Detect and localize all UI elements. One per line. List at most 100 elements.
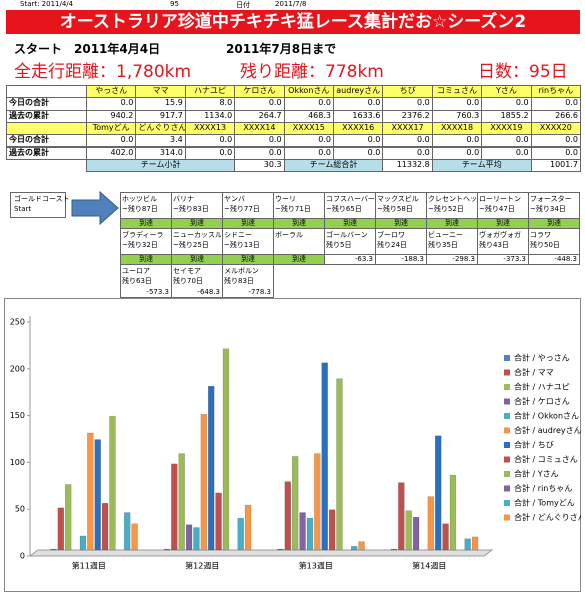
city-name: クレセントヘッド <box>428 195 476 203</box>
city-sub: 残り43日 <box>479 241 509 249</box>
y-tick-label: 150 <box>10 411 25 420</box>
name-cell: ちび <box>382 85 433 99</box>
legend-swatch <box>504 398 510 405</box>
value-cell: 1633.6 <box>333 109 384 123</box>
name-cell: Tomyどん <box>86 121 137 136</box>
end-date: 2011/7/8 <box>275 0 307 8</box>
city-name: ホッツビル <box>122 195 157 203</box>
value-cell: 1855.2 <box>481 109 532 123</box>
arrow <box>71 190 119 226</box>
name-cell: XXXX15 <box>283 121 334 136</box>
city-name: ローリートン <box>479 195 521 203</box>
bar <box>464 538 471 551</box>
city-sub: ~残り25日 <box>173 241 209 249</box>
status: -778.3 <box>248 288 271 296</box>
bar <box>101 502 109 551</box>
legend-label: 合計 / コミュさん <box>514 454 578 464</box>
bar <box>50 548 57 551</box>
legend-label: 合計 / やっさん <box>514 353 570 363</box>
city-sub: 残り83日 <box>224 277 254 285</box>
bar <box>237 517 244 551</box>
bar <box>178 453 185 551</box>
legend-label: 合計 / ママ <box>514 367 554 377</box>
city-sub: 残り50日 <box>530 241 560 249</box>
x-tick-label: 第13週目 <box>299 561 333 571</box>
name-cell: ケロさん <box>234 85 285 99</box>
row-label: 今日の合計 <box>6 134 87 148</box>
city-sub: ~残り71日 <box>275 205 311 213</box>
city-sub: 残り70日 <box>173 277 203 285</box>
legend-swatch <box>504 427 510 434</box>
row-label: 過去の累計 <box>6 146 87 160</box>
chart: 0 50 100 150 200 250 第11週目 第12週目 第13週目 第14週目 合計 / … <box>4 298 581 592</box>
legend-swatch <box>504 514 510 521</box>
bar <box>442 523 449 551</box>
bar <box>215 492 222 551</box>
row-label: 過去の累計 <box>6 109 87 123</box>
bar <box>171 463 178 551</box>
row-label: 今日の合計 <box>6 97 87 111</box>
summary-label: チーム平均 <box>431 158 532 173</box>
bar <box>321 362 328 551</box>
city-name: ブラディーラ <box>122 231 164 239</box>
status: -448.3 <box>528 254 580 265</box>
bar <box>87 432 94 551</box>
y-tick-label: 0 <box>20 552 25 561</box>
bar <box>358 541 365 551</box>
city-name: バリナ <box>173 195 194 203</box>
name-cell: XXXX17 <box>382 121 433 136</box>
total: 全走行距離：1,780km <box>14 62 192 82</box>
name-cell: ハナユピ <box>184 85 236 99</box>
value-cell: 0.0 <box>530 97 581 111</box>
value-cell: 0.0 <box>481 97 532 111</box>
legend-swatch <box>504 355 510 361</box>
value-cell: 0.0 <box>333 146 384 160</box>
x-tick-label: 第14週目 <box>412 561 446 571</box>
name-cell: XXXX16 <box>333 121 384 136</box>
value-cell: 0.0 <box>333 97 384 111</box>
value-cell: 0.0 <box>184 146 236 160</box>
name-cell: XXXX18 <box>431 121 483 136</box>
bar <box>471 536 479 551</box>
legend-label: 合計 / どんぐりさん <box>514 512 581 522</box>
value-cell: 0.0 <box>86 97 137 111</box>
city-name: マックスビル <box>377 195 419 203</box>
legend-swatch <box>504 384 510 390</box>
legend-label: 合計 / Tomyどん <box>514 498 575 508</box>
city-name: コラワ <box>530 231 551 239</box>
bar <box>284 481 292 551</box>
bar <box>163 548 171 551</box>
value-cell: 760.3 <box>431 109 483 123</box>
value-cell: 0.0 <box>86 134 137 148</box>
city-name: ブーロワ <box>377 231 405 239</box>
value-cell: 15.9 <box>135 97 186 111</box>
status: 到達 <box>273 254 325 265</box>
value-cell: 0.0 <box>234 134 285 148</box>
name-cell: Okkonさん <box>283 85 334 99</box>
y-tick-label: 250 <box>10 318 25 327</box>
blank-cell <box>6 85 87 99</box>
date-label: 日付 <box>236 1 250 9</box>
city-name: ヴォガヴォガ <box>479 231 521 239</box>
legend-label: 合計 / Okkonさん <box>514 411 579 421</box>
start-line: スタート 2011年4月4日 <box>14 42 161 56</box>
bar <box>131 523 138 551</box>
start-label: Start: 2011/4/4 <box>20 0 74 8</box>
value-cell: 402.0 <box>86 146 137 160</box>
bar <box>244 504 252 551</box>
bar <box>427 496 435 551</box>
city-sub: ~残り65日 <box>326 205 362 213</box>
x-tick-label: 第11週目 <box>72 561 106 571</box>
value-cell: 8.0 <box>184 97 236 111</box>
legend-swatch <box>504 456 510 463</box>
legend-swatch <box>504 369 510 376</box>
value-cell: 0.0 <box>283 146 334 160</box>
city-sub: ~残り58日 <box>377 205 413 213</box>
legend-swatch <box>504 442 510 448</box>
value-cell: 314.0 <box>135 146 186 160</box>
value-cell: 264.7 <box>234 109 285 123</box>
value-cell: 1134.0 <box>184 109 236 123</box>
city-name: ビューニー <box>428 231 463 239</box>
x-tick-label: 第12週目 <box>185 561 219 571</box>
bar <box>193 527 200 551</box>
